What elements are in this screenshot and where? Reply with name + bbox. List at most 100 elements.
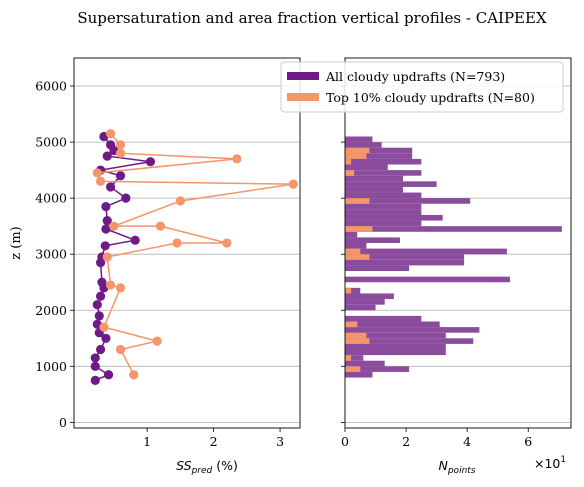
y-tick-label: 3000 — [35, 247, 67, 262]
hist-bar-all — [345, 136, 373, 143]
data-point-all — [90, 353, 100, 363]
data-point-all — [101, 201, 111, 212]
data-point-top — [115, 283, 126, 293]
x-tick-label: 6 — [524, 434, 532, 449]
x-tick-label: 4 — [463, 434, 471, 449]
y-tick-label: 1000 — [35, 359, 67, 374]
x-tick-label: 3 — [276, 434, 284, 449]
data-point-all — [102, 151, 112, 161]
hist-bar-top — [345, 366, 361, 372]
right-y-ticks — [341, 85, 345, 423]
hist-bar-all — [345, 315, 422, 322]
hist-bar-all — [345, 259, 465, 266]
legend: All cloudy updrafts (N=793) Top 10% clou… — [280, 61, 564, 113]
hist-bar-top — [345, 338, 370, 344]
hist-bar-all — [345, 265, 410, 272]
legend-label-all: All cloudy updrafts (N=793) — [325, 69, 505, 84]
legend-swatch-all — [287, 72, 319, 80]
data-point-all — [94, 311, 104, 321]
left-y-ticks: 0 1000 2000 3000 4000 5000 6000 — [35, 79, 74, 430]
hist-bar-top — [345, 158, 352, 165]
data-point-top — [172, 238, 182, 248]
data-point-top — [152, 336, 162, 346]
x-tick-label: 0 — [341, 434, 349, 449]
y-tick-label: 6000 — [35, 79, 67, 94]
data-point-top — [288, 179, 298, 189]
data-point-all — [92, 300, 102, 310]
hist-bar-all — [345, 254, 465, 260]
data-point-all — [103, 370, 114, 380]
left-xlabel-unit: (%) — [212, 458, 238, 473]
data-point-top — [109, 221, 119, 231]
data-point-top — [92, 168, 102, 178]
hist-bar-all — [345, 332, 446, 339]
right-histogram — [345, 136, 562, 378]
hist-bar-top — [345, 170, 355, 176]
hist-bar-top — [345, 355, 352, 361]
hist-bar-all — [345, 355, 364, 361]
y-tick-label: 2000 — [35, 303, 67, 318]
hist-bar-all — [345, 231, 358, 238]
data-point-all — [105, 182, 116, 192]
data-point-all — [95, 291, 106, 301]
hist-bar-all — [345, 248, 507, 255]
data-point-all — [100, 241, 110, 251]
hist-bar-all — [345, 226, 562, 232]
hist-bar-all — [345, 338, 474, 344]
right-panel: 0 2 4 6 Npoints ×101 — [341, 57, 572, 476]
hist-bar-all — [345, 147, 413, 154]
hist-bar-top — [345, 248, 361, 255]
x-tick-label: 1 — [143, 434, 151, 449]
data-point-all — [115, 171, 126, 181]
data-point-top — [155, 221, 166, 231]
legend-box — [280, 61, 564, 113]
left-x-axis-label: SSpred (%) — [176, 458, 238, 476]
left-panel: 1 2 3 0 1000 2000 3000 4000 5000 6000 z (m) SSpr… — [9, 57, 301, 476]
hist-bar-all — [345, 181, 437, 187]
data-point-top — [102, 252, 112, 262]
hist-bar-top — [345, 254, 370, 260]
hist-bar-all — [345, 343, 446, 350]
hist-bar-all — [345, 142, 382, 148]
data-point-top — [175, 196, 185, 206]
offset-base: ×10 — [534, 456, 560, 471]
hist-bar-all — [345, 299, 385, 305]
data-point-top — [105, 129, 116, 139]
right-xlabel-main: N — [438, 458, 448, 473]
data-point-all — [145, 157, 156, 167]
hist-bar-all — [345, 304, 376, 311]
y-tick-label: 5000 — [35, 135, 67, 150]
hist-bar-all — [345, 293, 394, 300]
hist-bar-all — [345, 287, 361, 294]
hist-bar-top — [345, 332, 367, 339]
y-axis-label: z (m) — [9, 226, 24, 259]
y-tick-label: 4000 — [35, 191, 67, 206]
right-xlabel-subscript: points — [447, 466, 476, 476]
hist-bar-top — [345, 153, 367, 159]
hist-bar-all — [345, 214, 443, 221]
hist-bar-top — [345, 321, 358, 328]
hist-bar-all — [345, 192, 422, 199]
data-point-all — [90, 361, 100, 371]
hist-bar-all — [345, 198, 471, 204]
hist-bar-all — [345, 186, 404, 193]
data-point-all — [102, 215, 112, 226]
left-x-ticks: 1 2 3 — [143, 428, 284, 449]
x-offset-multiplier: ×101 — [534, 455, 566, 471]
data-point-all — [101, 224, 111, 234]
data-point-top — [95, 176, 106, 186]
data-point-top — [115, 148, 126, 158]
hist-bar-all — [345, 175, 404, 182]
data-point-all — [90, 375, 100, 385]
right-x-axis-label: Npoints — [438, 458, 475, 476]
data-point-all — [121, 193, 131, 203]
data-point-all — [95, 344, 106, 355]
left-series — [90, 129, 298, 385]
data-point-top — [105, 280, 116, 290]
hist-bar-top — [345, 198, 370, 204]
left-xlabel-subscript: pred — [191, 466, 213, 476]
hist-bar-top — [345, 226, 373, 232]
data-point-top — [115, 344, 126, 355]
hist-bar-all — [345, 164, 388, 171]
